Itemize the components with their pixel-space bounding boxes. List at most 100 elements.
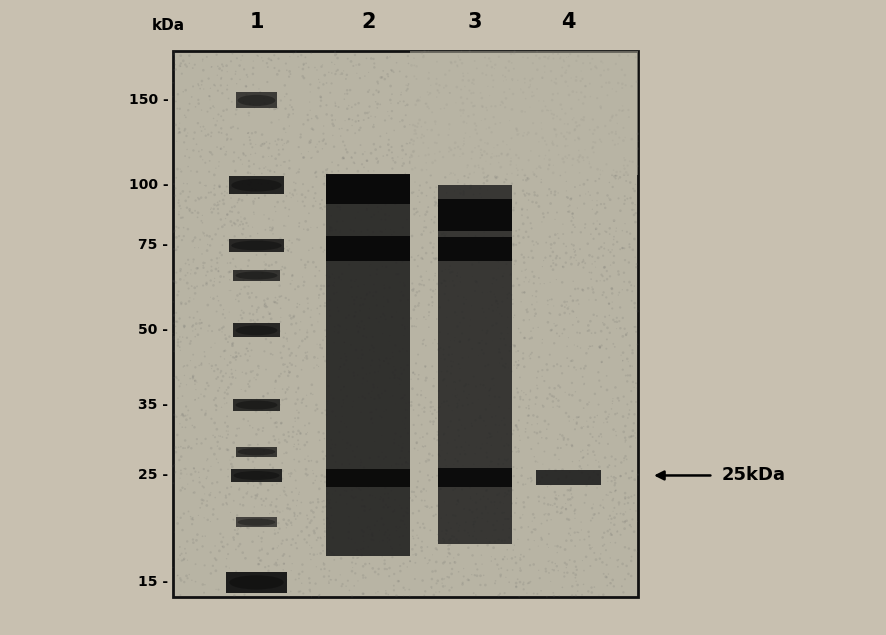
Point (498, 420, 512, 430)
Point (299, 469, 313, 479)
Point (167, 334, 181, 344)
Point (470, 128, 484, 138)
Point (624, 386, 638, 396)
Point (419, 222, 433, 232)
Point (491, 298, 505, 309)
Point (603, 195, 618, 205)
Point (409, 204, 424, 214)
Point (291, 435, 305, 445)
Point (185, 321, 199, 331)
Point (203, 91, 217, 102)
Point (450, 399, 464, 409)
Point (441, 203, 455, 213)
Point (397, 583, 411, 593)
Point (518, 479, 532, 490)
Point (593, 276, 607, 286)
Point (377, 280, 392, 290)
Point (457, 386, 471, 396)
Point (417, 335, 431, 345)
Point (558, 109, 572, 119)
Point (422, 90, 436, 100)
Point (208, 393, 222, 403)
Point (241, 261, 255, 271)
Point (268, 384, 282, 394)
Point (263, 166, 277, 176)
Point (510, 360, 525, 370)
Point (291, 426, 306, 436)
Point (385, 461, 399, 471)
Point (346, 187, 360, 197)
Point (307, 352, 322, 363)
Point (208, 493, 222, 503)
Point (514, 328, 528, 338)
Point (245, 301, 260, 311)
Point (615, 106, 629, 116)
Point (333, 490, 347, 500)
Point (210, 116, 224, 126)
Point (438, 231, 452, 241)
Point (219, 368, 233, 378)
Point (348, 307, 362, 318)
Point (354, 457, 369, 467)
Point (470, 121, 484, 131)
Point (278, 388, 292, 398)
Point (426, 226, 440, 236)
Point (234, 467, 248, 477)
Point (595, 82, 609, 92)
Point (335, 237, 349, 247)
Point (316, 335, 330, 345)
Point (439, 460, 453, 471)
Point (316, 121, 330, 131)
Point (180, 469, 194, 479)
Point (378, 210, 392, 220)
Point (181, 105, 195, 116)
Point (219, 493, 233, 503)
Point (276, 551, 290, 561)
Point (588, 509, 602, 519)
Point (424, 525, 438, 535)
Point (586, 284, 600, 295)
Point (577, 199, 591, 209)
Point (556, 328, 570, 338)
Point (390, 236, 404, 246)
Point (575, 556, 589, 566)
Point (412, 250, 426, 260)
Point (524, 146, 538, 156)
Point (196, 531, 210, 542)
Point (601, 490, 615, 500)
Point (504, 418, 518, 428)
Point (607, 258, 621, 268)
Point (571, 295, 585, 305)
Point (448, 213, 462, 224)
Point (618, 132, 633, 142)
Point (509, 256, 523, 266)
Point (456, 71, 470, 81)
Point (224, 193, 238, 203)
Point (398, 453, 412, 463)
Point (535, 262, 549, 272)
Point (262, 509, 276, 519)
Point (383, 530, 397, 540)
Point (525, 87, 540, 97)
Point (297, 73, 311, 83)
Point (263, 243, 277, 253)
Point (222, 445, 236, 455)
Point (360, 53, 374, 64)
Point (172, 124, 186, 134)
Point (394, 393, 408, 403)
Point (213, 383, 227, 393)
Point (296, 64, 310, 74)
Point (167, 225, 182, 236)
Point (282, 204, 296, 215)
Point (489, 256, 503, 266)
Point (182, 283, 196, 293)
Point (354, 249, 369, 259)
Point (354, 316, 369, 326)
Point (564, 475, 579, 485)
Point (446, 390, 460, 400)
Point (420, 429, 434, 439)
Point (571, 152, 586, 163)
Point (340, 438, 354, 448)
Point (236, 367, 250, 377)
Point (502, 346, 517, 356)
